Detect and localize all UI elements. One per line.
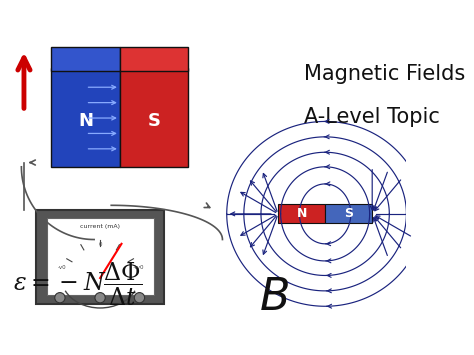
Text: N: N — [78, 113, 93, 130]
Circle shape — [95, 293, 105, 303]
Circle shape — [55, 293, 65, 303]
Text: A-Level Topic: A-Level Topic — [304, 107, 439, 127]
Text: N: N — [296, 207, 307, 220]
Bar — [325, 204, 372, 223]
Text: current (mA): current (mA) — [80, 224, 120, 229]
Circle shape — [134, 293, 145, 303]
Text: S: S — [147, 113, 161, 130]
Text: $\varepsilon = -N\dfrac{\Delta\Phi}{\Delta t}$: $\varepsilon = -N\dfrac{\Delta\Phi}{\Del… — [13, 261, 142, 308]
Text: $B$: $B$ — [259, 276, 289, 319]
Bar — [51, 69, 120, 167]
Text: S: S — [344, 207, 353, 220]
Bar — [51, 47, 120, 71]
Bar — [120, 47, 188, 71]
Bar — [278, 204, 325, 223]
Text: -v0: -v0 — [57, 266, 66, 271]
Text: 0: 0 — [99, 242, 102, 247]
Text: Magnetic Fields: Magnetic Fields — [304, 64, 465, 84]
Bar — [120, 69, 188, 167]
Bar — [47, 218, 154, 295]
Bar — [36, 209, 164, 304]
Text: +v0: +v0 — [133, 266, 145, 271]
